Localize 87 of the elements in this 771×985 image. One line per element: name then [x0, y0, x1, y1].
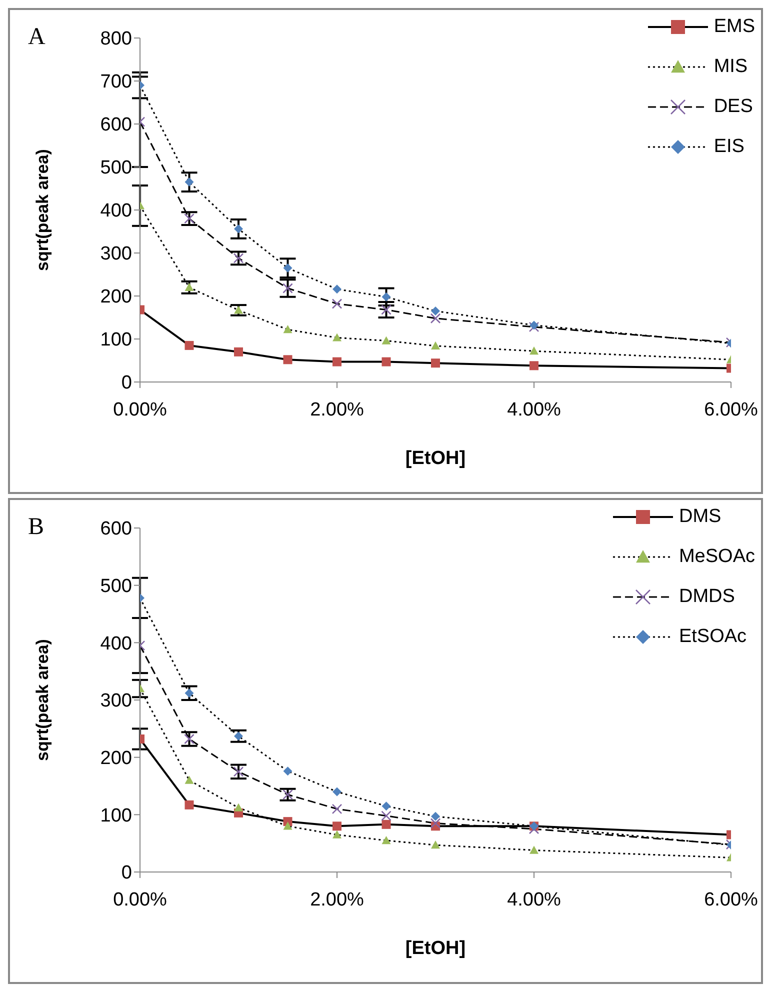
y-tick-label: 200: [100, 286, 132, 308]
y-tick-label: 500: [100, 158, 132, 179]
point: [381, 304, 392, 315]
point: [234, 732, 243, 741]
y-tick-label: 100: [100, 805, 132, 826]
point: [283, 264, 292, 273]
point: [282, 789, 293, 800]
legend-label: DMS: [678, 506, 722, 528]
point: [332, 830, 342, 838]
point: [530, 320, 538, 330]
point: [184, 178, 194, 187]
point: [332, 298, 342, 309]
point: [332, 822, 342, 831]
y-axis-title: sqrt(peak area): [33, 639, 52, 761]
x-axis-title: [EtOH]: [405, 448, 466, 469]
legend-label: MeSOAc: [678, 546, 755, 568]
point: [283, 325, 292, 334]
x-tick-label: 4.00%: [507, 889, 562, 910]
point: [530, 361, 538, 370]
point: [332, 357, 342, 366]
point: [530, 346, 538, 355]
legend-label: DES: [714, 96, 753, 118]
legend-label: MIS: [714, 56, 748, 78]
x-tick-label: 0.00%: [113, 889, 168, 910]
x-tick-label: 0.00%: [113, 399, 168, 420]
point: [233, 766, 244, 777]
point: [184, 688, 194, 698]
point: [184, 282, 194, 291]
point: [184, 734, 194, 744]
point: [332, 333, 342, 342]
legend-label: EMS: [714, 16, 755, 38]
x-tick-label: 4.00%: [507, 399, 562, 420]
point: [382, 336, 391, 344]
y-tick-label: 800: [100, 28, 132, 50]
point: [184, 800, 194, 810]
y-tick-label: 0: [121, 862, 132, 884]
point: [381, 810, 392, 821]
point: [234, 347, 243, 356]
point: [332, 804, 342, 814]
x-tick-label: 2.00%: [310, 889, 364, 910]
point: [382, 820, 391, 829]
legend-label: DMDS: [678, 586, 735, 608]
point: [184, 340, 194, 350]
point: [431, 358, 440, 368]
y-tick-label: 400: [100, 200, 132, 222]
x-tick-label: 2.00%: [310, 399, 364, 420]
point: [184, 213, 194, 224]
point: [283, 766, 292, 776]
point: [234, 306, 243, 314]
point: [430, 818, 441, 828]
text: B: [28, 514, 44, 541]
point: [431, 341, 440, 350]
legend-label: EtSOAc: [678, 626, 747, 648]
point: [283, 355, 292, 364]
legend-label: EIS: [714, 136, 744, 158]
y-tick-label: 200: [100, 748, 132, 770]
point: [431, 306, 440, 316]
x-axis-title: [EtOH]: [405, 938, 466, 959]
y-tick-label: 0: [121, 372, 132, 394]
point: [234, 803, 243, 812]
x-tick-label: 6.00%: [704, 399, 758, 420]
point: [332, 284, 342, 294]
point: [430, 313, 441, 324]
x-tick-label: 6.00%: [704, 889, 758, 910]
y-tick-label: 100: [100, 330, 132, 351]
point: [431, 840, 440, 849]
y-axis-title: sqrt(peak area): [33, 149, 52, 271]
y-tick-label: 300: [100, 244, 132, 265]
y-tick-label: 600: [100, 114, 132, 136]
point: [184, 776, 194, 784]
point: [234, 224, 243, 234]
point: [382, 836, 391, 844]
text: A: [28, 24, 46, 51]
point: [382, 357, 391, 366]
y-tick-label: 500: [100, 576, 132, 598]
point: [332, 787, 342, 796]
y-tick-label: 600: [100, 518, 132, 540]
y-tick-label: 700: [100, 72, 132, 93]
point: [283, 822, 292, 830]
point: [382, 292, 391, 302]
point: [233, 253, 244, 264]
point: [431, 812, 440, 821]
point: [282, 283, 293, 294]
y-tick-label: 400: [100, 633, 132, 654]
point: [530, 846, 538, 854]
y-tick-label: 300: [100, 690, 132, 712]
point: [382, 802, 391, 811]
